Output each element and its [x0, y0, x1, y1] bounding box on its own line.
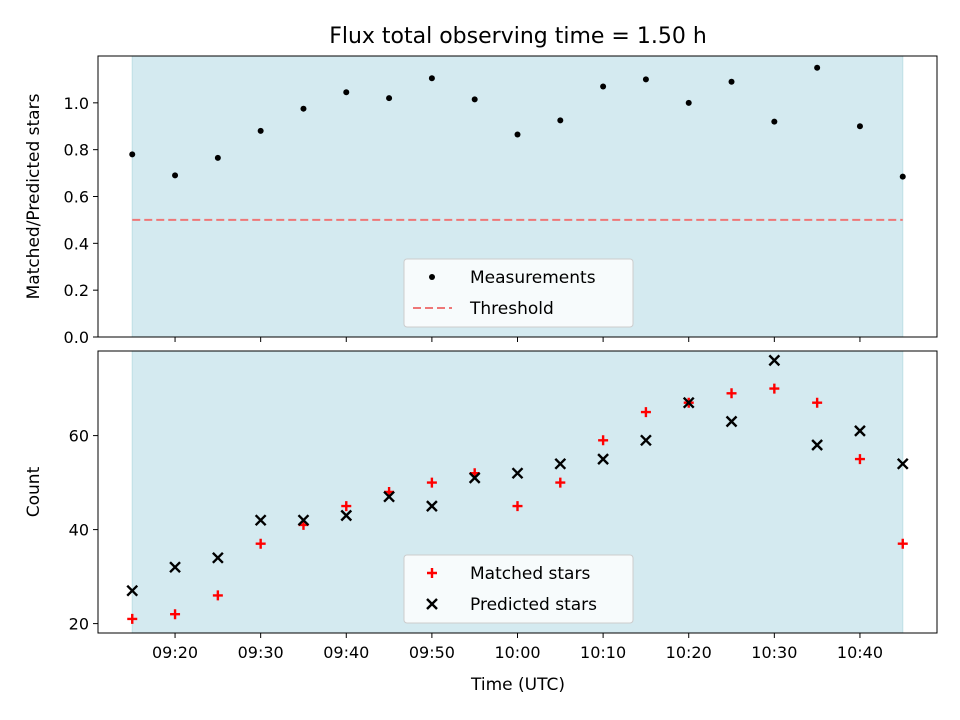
legend-marker-x	[426, 598, 438, 610]
measurement-point	[771, 118, 778, 125]
matched-star-point	[341, 501, 352, 512]
predicted-star-point	[725, 415, 738, 428]
predicted-star-point	[297, 514, 310, 527]
measurement-point	[728, 78, 735, 85]
panel-counts: 20 40 60 09:20 09:30 09:40 09:50 10:00 10:10 10:2…	[24, 350, 938, 662]
measurement-point	[300, 105, 307, 112]
y-tick-label: 0.6	[64, 188, 89, 207]
x-tick-label: 10:20	[666, 643, 712, 662]
matched-star-point	[812, 397, 823, 408]
predicted-star-point	[811, 439, 823, 451]
legend-label: Measurements	[470, 268, 596, 288]
x-tick-label: 10:30	[751, 643, 797, 662]
predicted-star-point	[854, 425, 866, 437]
matched-star-point	[170, 609, 181, 620]
y-tick-label: 0.2	[64, 281, 89, 300]
x-tick-label: 09:30	[238, 643, 284, 662]
measurement-point	[557, 117, 564, 124]
matched-star-point	[726, 388, 737, 399]
x-tick-label: 10:00	[494, 643, 540, 662]
y-tick-label: 60	[69, 427, 89, 446]
matched-star-point	[255, 538, 266, 549]
predicted-star-point	[554, 457, 567, 470]
predicted-star-point	[383, 490, 395, 503]
predicted-star-point	[768, 354, 781, 367]
measurement-point	[899, 173, 906, 180]
predicted-star-point	[212, 551, 224, 564]
measurement-point	[685, 99, 692, 106]
matched-star-point	[640, 407, 651, 418]
legend-marker-dot	[429, 274, 435, 280]
axes-frame	[97, 55, 938, 338]
legend-label: Predicted stars	[470, 595, 597, 615]
legend	[403, 554, 634, 624]
measurement-point	[343, 89, 350, 96]
predicted-star-point	[169, 561, 181, 574]
y-tick-label: 0.0	[64, 328, 89, 347]
y-tick-label: 0.8	[64, 141, 89, 160]
predicted-star-point	[468, 472, 481, 484]
matched-star-point	[555, 477, 566, 488]
measurement-point	[856, 123, 863, 130]
legend-marker-plus	[427, 568, 437, 578]
measurement-point	[642, 76, 649, 83]
measurement-point	[214, 154, 221, 161]
legend-label: Matched stars	[470, 564, 590, 584]
chart-title: Flux total observing time = 1.50 h	[329, 24, 707, 49]
predicted-star-point	[640, 434, 652, 447]
x-tick-label: 09:20	[152, 643, 198, 662]
legend-label: Threshold	[469, 299, 554, 319]
predicted-star-point	[340, 509, 353, 522]
predicted-star-point	[254, 514, 267, 527]
matched-star-point	[127, 613, 138, 624]
x-tick-label: 10:40	[837, 643, 883, 662]
axes-frame	[97, 350, 938, 634]
predicted-star-point	[896, 457, 909, 470]
y-tick-label: 20	[69, 615, 89, 634]
legend	[403, 258, 634, 328]
measurement-point	[814, 64, 821, 71]
predicted-star-point	[426, 500, 438, 512]
matched-star-point	[854, 454, 865, 465]
y-tick-label: 0.4	[64, 234, 89, 253]
predicted-star-point	[126, 584, 139, 597]
matched-star-point	[212, 590, 223, 601]
measurement-point	[129, 151, 136, 158]
matched-star-point	[512, 501, 523, 512]
predicted-star-point	[597, 453, 609, 465]
measurement-point	[386, 95, 393, 102]
matched-star-point	[598, 435, 609, 446]
measurement-point	[471, 96, 478, 103]
matched-star-point	[426, 477, 437, 488]
measurement-point	[172, 172, 179, 179]
y-axis-label: Matched/Predicted stars	[24, 93, 44, 299]
measurement-point	[428, 75, 435, 82]
y-tick-label: 40	[69, 521, 89, 540]
measurement-point	[514, 131, 521, 138]
matched-star-point	[769, 383, 780, 394]
y-tick-label: 1.0	[64, 94, 89, 113]
predicted-star-point	[511, 467, 524, 480]
x-tick-label: 09:40	[323, 643, 369, 662]
measurement-point	[600, 83, 607, 90]
x-axis-label: Time (UTC)	[470, 675, 565, 695]
predicted-star-point	[682, 396, 695, 409]
panel-ratio: 0.0 0.2 0.4 0.6 0.8 1.0 Matched/Predicted star…	[24, 55, 938, 347]
measurement-point	[257, 127, 264, 134]
y-axis-label: Count	[24, 466, 44, 517]
x-tick-label: 09:50	[409, 643, 455, 662]
x-tick-label: 10:10	[580, 643, 626, 662]
matched-star-point	[897, 538, 908, 549]
